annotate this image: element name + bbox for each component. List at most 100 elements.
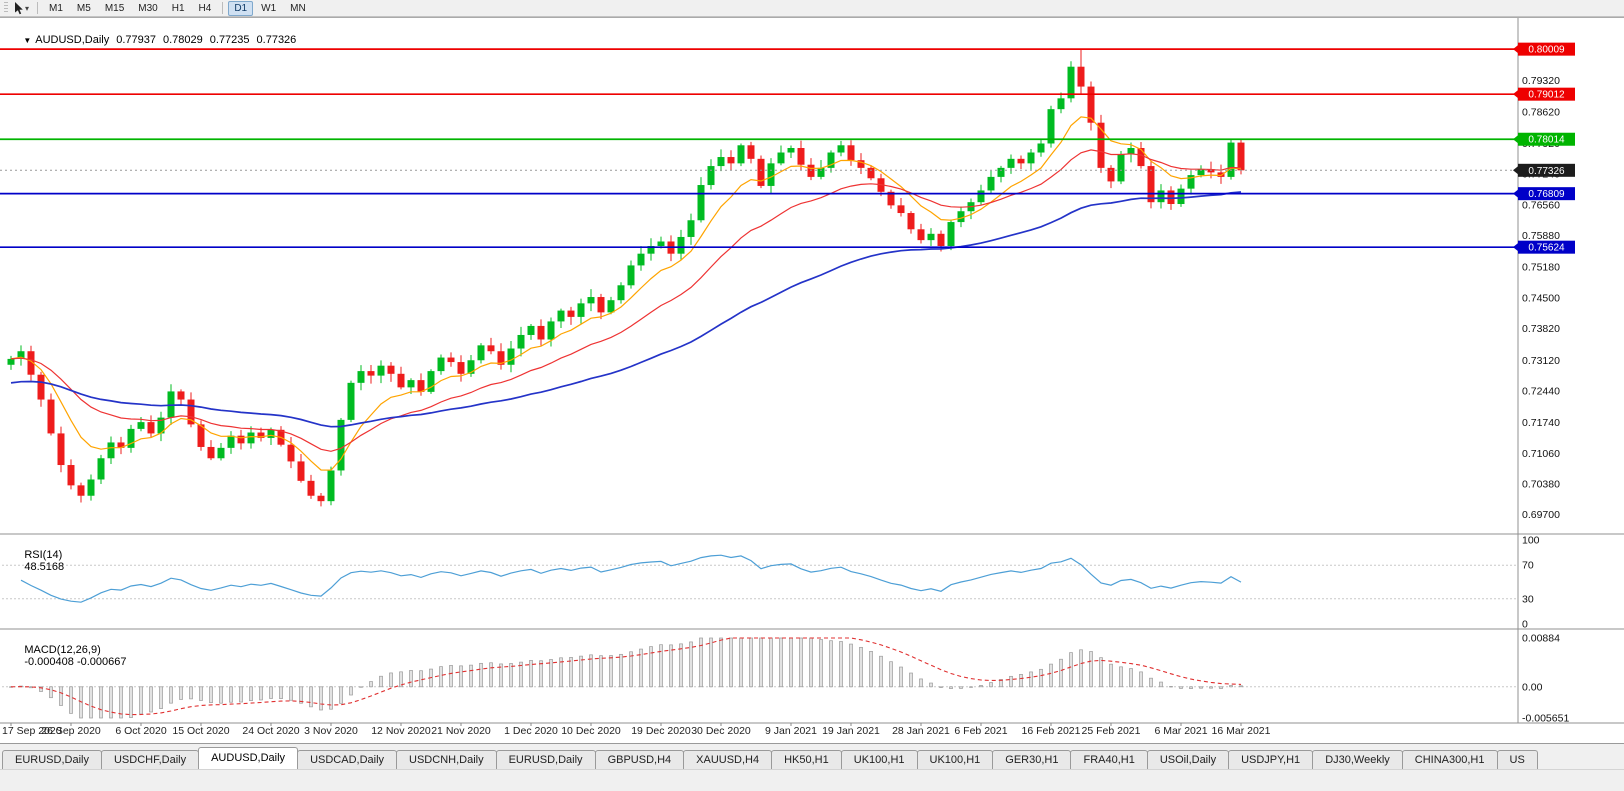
- chart-tab[interactable]: HK50,H1: [771, 750, 842, 769]
- candle: [787, 145, 795, 158]
- collapse-triangle-icon[interactable]: ▼: [23, 36, 32, 45]
- price-tick-label: 0.74500: [1522, 292, 1560, 304]
- candle-body: [457, 362, 465, 374]
- macd-bar: [599, 655, 603, 688]
- macd-bar: [689, 641, 693, 688]
- chevron-down-icon[interactable]: ▾: [25, 3, 30, 13]
- macd-bar: [929, 682, 933, 688]
- candle-body: [717, 157, 725, 167]
- macd-bar: [499, 663, 503, 688]
- candle-body: [1237, 142, 1245, 171]
- candle: [77, 482, 85, 503]
- candle-body: [227, 435, 235, 448]
- date-tick-label: 6 Feb 2021: [954, 725, 1007, 737]
- chart-tab[interactable]: USDCHF,Daily: [100, 750, 200, 769]
- price-chart-canvas[interactable]: 0.793200.786200.779200.772400.765600.758…: [0, 18, 1624, 744]
- macd-bar: [309, 686, 313, 708]
- badge-rect: [1518, 163, 1575, 177]
- toolbar-grip[interactable]: [4, 2, 8, 14]
- chart-tab[interactable]: UK100,H1: [840, 750, 918, 769]
- timeframe-button-h4[interactable]: H4: [198, 2, 212, 14]
- rsi-panel: [2, 554, 1516, 603]
- chart-tab[interactable]: AUDUSD,Daily: [198, 747, 299, 769]
- candle: [67, 459, 75, 490]
- candle-body: [957, 211, 965, 223]
- candle: [627, 260, 635, 289]
- chart-tab[interactable]: USDCNH,Daily: [396, 750, 497, 769]
- candle: [1217, 164, 1225, 184]
- candle-body: [817, 167, 825, 177]
- timeframe-button-h1[interactable]: H1: [171, 2, 185, 14]
- candle: [1157, 184, 1165, 209]
- chart-tab[interactable]: EURUSD,Daily: [2, 750, 102, 769]
- price-axis[interactable]: 0.793200.786200.779200.772400.765600.758…: [1513, 42, 1575, 725]
- timeframe-button-w1[interactable]: W1: [261, 2, 277, 14]
- macd-bar: [939, 686, 943, 688]
- macd-bar: [1209, 686, 1213, 689]
- chart-tab[interactable]: GBPUSD,H4: [594, 750, 685, 769]
- macd-bar: [609, 655, 613, 688]
- macd-bar: [39, 686, 43, 692]
- candle-body: [1017, 158, 1025, 164]
- macd-bar: [1239, 685, 1243, 688]
- candle: [447, 352, 455, 367]
- candle: [647, 238, 655, 261]
- chart-tab[interactable]: USOil,Daily: [1146, 750, 1230, 769]
- timeframe-button-d1[interactable]: D1: [228, 0, 254, 16]
- candle-body: [677, 236, 685, 254]
- timeframe-button-m5[interactable]: M5: [76, 2, 91, 14]
- candle-body: [337, 419, 345, 471]
- chart-tab[interactable]: EURUSD,Daily: [495, 750, 596, 769]
- date-tick-label: 10 Dec 2020: [561, 725, 621, 737]
- timeframe-button-m1[interactable]: M1: [49, 2, 63, 14]
- chart-tab[interactable]: DJ30,Weekly: [1312, 750, 1403, 769]
- macd-bar: [669, 644, 673, 688]
- candle-body: [587, 297, 595, 304]
- chart-tab[interactable]: FRA40,H1: [1070, 750, 1148, 769]
- timeframe-button-m15[interactable]: M15: [104, 2, 125, 14]
- candle: [727, 150, 735, 171]
- candle-body: [217, 447, 225, 459]
- macd-bar: [729, 637, 733, 688]
- cursor-pointer-icon[interactable]: [12, 1, 24, 15]
- candle: [127, 424, 135, 453]
- candle-body: [1007, 158, 1015, 168]
- ma-slow-blue: [10, 191, 1242, 428]
- price-tick-label: 0.72440: [1522, 385, 1560, 397]
- candle: [1117, 151, 1125, 185]
- timeframe-button-m30[interactable]: M30: [138, 2, 158, 14]
- price-tick-label: 0.75180: [1522, 262, 1560, 274]
- ma-fast-orange: [10, 116, 1242, 471]
- candle-body: [267, 429, 275, 438]
- chart-tab[interactable]: CHINA300,H1: [1401, 750, 1498, 769]
- chart-tab[interactable]: USDJPY,H1: [1228, 750, 1314, 769]
- macd-bar: [139, 686, 143, 715]
- ohlc-open: 0.77937: [116, 34, 156, 46]
- chart-tab[interactable]: GER30,H1: [992, 750, 1072, 769]
- badge-arrow-icon: [1513, 90, 1518, 99]
- candle: [567, 306, 575, 325]
- badge-arrow-icon: [1513, 135, 1518, 144]
- candle-body: [697, 185, 705, 221]
- macd-bar: [1089, 651, 1093, 688]
- candle: [807, 158, 815, 181]
- candle: [97, 454, 105, 485]
- chart-tab[interactable]: US: [1496, 750, 1538, 769]
- candle: [57, 426, 65, 473]
- candle-body: [727, 157, 735, 164]
- status-bar: [0, 769, 1624, 791]
- chart-tab[interactable]: USDCAD,Daily: [297, 750, 398, 769]
- candle-body: [1057, 98, 1065, 110]
- price-badge: 0.75624: [1513, 240, 1575, 254]
- chart-tab[interactable]: XAUUSD,H4: [683, 750, 773, 769]
- candle-body: [487, 345, 495, 352]
- candle-body: [357, 371, 365, 383]
- timeframe-button-mn[interactable]: MN: [290, 2, 306, 14]
- candle-body: [737, 145, 745, 164]
- macd-bar: [379, 675, 383, 688]
- chart-tab[interactable]: UK100,H1: [916, 750, 994, 769]
- rsi-panel-label: RSI(14) 48.5168: [6, 537, 64, 585]
- candle: [177, 389, 185, 406]
- candle-body: [1157, 190, 1165, 203]
